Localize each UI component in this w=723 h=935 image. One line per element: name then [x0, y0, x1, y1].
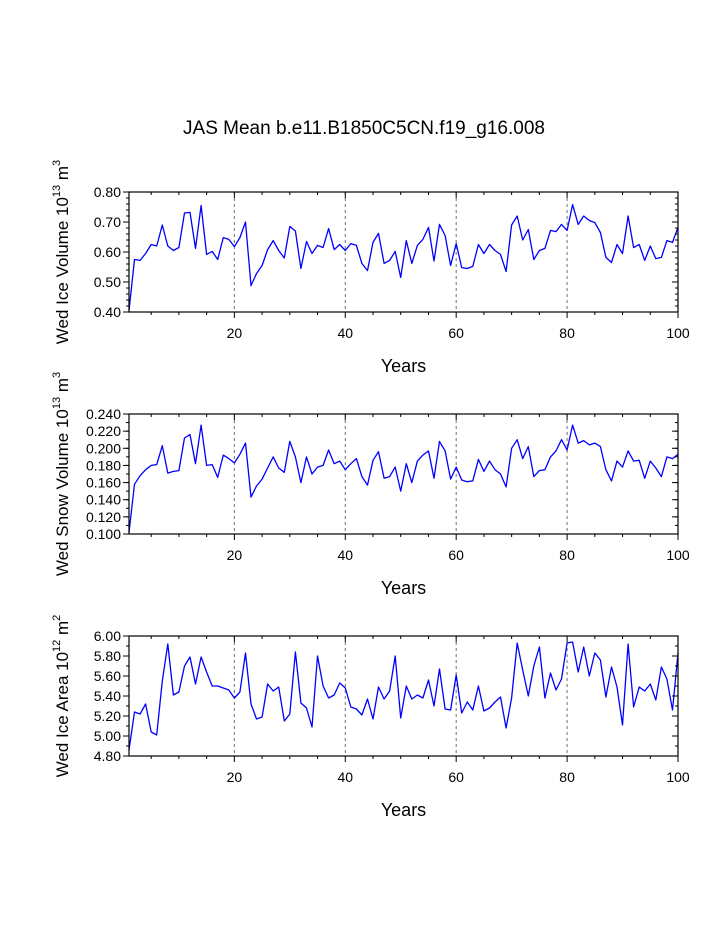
panel-3-xtick-label-40: 40 — [337, 769, 353, 785]
panel-3-ylabel-unit-exp: 2 — [51, 615, 63, 621]
panel-2-frame — [128, 413, 679, 535]
panel-2-series-line — [128, 424, 679, 533]
panel-1-ylabel-unit: m — [53, 166, 72, 185]
panel-3-ytick-label-4: 5.60 — [94, 668, 121, 684]
panel-2-ytick-label-5: 0.200 — [86, 440, 121, 456]
panel-1-xlabel: Years — [381, 356, 426, 376]
panel-2-ylabel-unit-exp: 3 — [51, 372, 63, 378]
panel-1-ytick-label-0: 0.40 — [94, 304, 121, 320]
panel-3-ylabel-text: Wed Ice Area 10 — [53, 652, 72, 777]
panel-2-ytick-label-7: 0.240 — [86, 406, 121, 422]
panel-3-ytick-label-1: 5.00 — [94, 728, 121, 744]
panel-1-xtick-label-80: 80 — [559, 325, 575, 341]
panel-2-xtick-label-40: 40 — [337, 547, 353, 563]
panel-3-ytick-label-6: 6.00 — [94, 628, 121, 644]
panel-3-ylabel-exp: 12 — [51, 640, 63, 652]
panel-2-ylabel-exp: 13 — [51, 397, 63, 409]
panel-1-ytick-label-2: 0.60 — [94, 244, 121, 260]
panel-3-ytick-label-0: 4.80 — [94, 748, 121, 764]
panel-3-ylabel-unit: m — [53, 621, 72, 640]
panel-1-xtick-label-60: 60 — [448, 325, 464, 341]
panel-3-ytick-label-5: 5.80 — [94, 648, 121, 664]
panel-3-xtick-label-80: 80 — [559, 769, 575, 785]
panel-3-xtick-label-20: 20 — [227, 769, 243, 785]
chart-title: JAS Mean b.e11.B1850C5CN.f19_g16.008 — [183, 118, 545, 139]
panel-2-xtick-label-60: 60 — [448, 547, 464, 563]
panel-2-ytick-label-4: 0.180 — [86, 457, 121, 473]
panel-1: 20 40 60 80 100 0.40 0.50 0.60 0.70 0.80 Years Wed … — [51, 160, 690, 376]
panel-3-xlabel: Years — [381, 800, 426, 820]
panel-3-xtick-label-100: 100 — [666, 769, 690, 785]
panel-3-ylabel: Wed Ice Area 1012 m2 — [51, 615, 72, 778]
panel-1-ytick-label-1: 0.50 — [94, 274, 121, 290]
panel-3-ytick-label-2: 5.20 — [94, 708, 121, 724]
panel-2-xtick-label-100: 100 — [666, 547, 690, 563]
panel-2-ytick-label-6: 0.220 — [86, 423, 121, 439]
panel-2-ylabel-text: Wed Snow Volume 10 — [53, 409, 72, 576]
panel-1-ytick-label-4: 0.80 — [94, 184, 121, 200]
panel-1-ytick-label-3: 0.70 — [94, 214, 121, 230]
panel-1-ylabel-exp: 13 — [51, 185, 63, 197]
panel-3-ytick-label-3: 5.40 — [94, 688, 121, 704]
panel-1-ylabel: Wed Ice Volume 1013 m3 — [51, 160, 72, 344]
panel-2-xlabel: Years — [381, 578, 426, 598]
panel-2-xtick-label-80: 80 — [559, 547, 575, 563]
panel-2-ylabel: Wed Snow Volume 1013 m3 — [51, 372, 72, 576]
panel-2-ytick-label-3: 0.160 — [86, 475, 121, 491]
panel-1-series-line — [128, 203, 679, 311]
panel-3-xtick-label-60: 60 — [448, 769, 464, 785]
panel-2-ytick-label-2: 0.140 — [86, 492, 121, 508]
panel-2-ytick-label-0: 0.100 — [86, 526, 121, 542]
panel-1-xtick-label-40: 40 — [337, 325, 353, 341]
panel-3-series-line — [128, 641, 679, 751]
panel-1-xtick-label-20: 20 — [227, 325, 243, 341]
panel-1-xtick-label-100: 100 — [666, 325, 690, 341]
panel-1-ylabel-text: Wed Ice Volume 10 — [53, 197, 72, 344]
panel-1-ylabel-unit-exp: 3 — [51, 160, 63, 166]
panel-2-ylabel-unit: m — [53, 378, 72, 397]
panel-2-ytick-label-1: 0.120 — [86, 509, 121, 525]
panel-2-xtick-label-20: 20 — [227, 547, 243, 563]
panel-3: 20 40 60 80 100 4.80 5.00 5.20 5.40 5.60 5.80 6.00 Y… — [51, 615, 690, 820]
